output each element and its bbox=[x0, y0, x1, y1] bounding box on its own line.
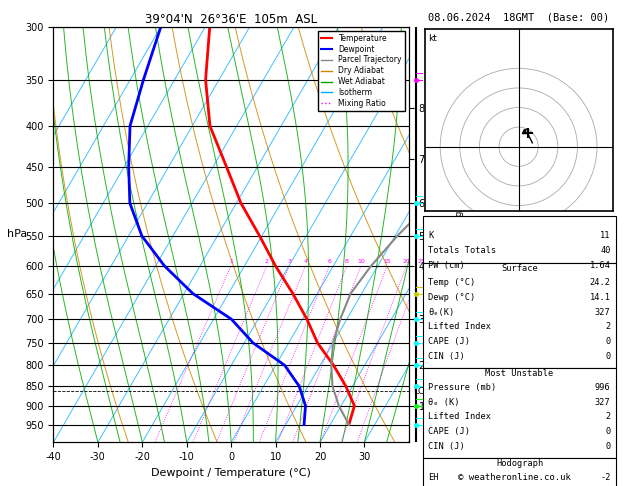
Text: PW (cm): PW (cm) bbox=[428, 260, 465, 270]
Text: 08.06.2024  18GMT  (Base: 00): 08.06.2024 18GMT (Base: 00) bbox=[428, 12, 610, 22]
Text: Totals Totals: Totals Totals bbox=[428, 246, 497, 255]
Text: θₑ(K): θₑ(K) bbox=[428, 308, 455, 316]
Text: K: K bbox=[428, 231, 434, 240]
Text: 24.2: 24.2 bbox=[589, 278, 611, 287]
Text: 10: 10 bbox=[357, 259, 365, 264]
Text: 2: 2 bbox=[265, 259, 269, 264]
Text: 0: 0 bbox=[605, 442, 611, 451]
Text: 0: 0 bbox=[605, 427, 611, 436]
Y-axis label: km
ASL: km ASL bbox=[432, 224, 450, 245]
Text: 0: 0 bbox=[605, 352, 611, 361]
Text: Temp (°C): Temp (°C) bbox=[428, 278, 476, 287]
Text: CIN (J): CIN (J) bbox=[428, 352, 465, 361]
Text: 2: 2 bbox=[605, 413, 611, 421]
Text: 327: 327 bbox=[595, 398, 611, 407]
Text: LCL: LCL bbox=[413, 386, 429, 396]
Text: 4: 4 bbox=[303, 259, 308, 264]
Text: 3: 3 bbox=[287, 259, 291, 264]
X-axis label: Dewpoint / Temperature (°C): Dewpoint / Temperature (°C) bbox=[151, 468, 311, 478]
Text: 40: 40 bbox=[600, 246, 611, 255]
Text: 1.64: 1.64 bbox=[589, 260, 611, 270]
Text: Surface: Surface bbox=[501, 264, 538, 273]
Text: CAPE (J): CAPE (J) bbox=[428, 337, 470, 346]
Text: EH: EH bbox=[428, 473, 439, 482]
Text: Hodograph: Hodograph bbox=[496, 459, 543, 468]
Text: Most Unstable: Most Unstable bbox=[486, 368, 554, 378]
FancyBboxPatch shape bbox=[423, 216, 616, 263]
Text: 1: 1 bbox=[229, 259, 233, 264]
Text: 14.1: 14.1 bbox=[589, 293, 611, 302]
Text: 8: 8 bbox=[345, 259, 349, 264]
Text: -2: -2 bbox=[600, 473, 611, 482]
Text: 327: 327 bbox=[595, 308, 611, 316]
Text: 11: 11 bbox=[600, 231, 611, 240]
Text: 20: 20 bbox=[403, 259, 410, 264]
Text: hPa: hPa bbox=[6, 229, 27, 240]
FancyBboxPatch shape bbox=[423, 458, 616, 486]
Text: 25: 25 bbox=[418, 259, 425, 264]
Text: CAPE (J): CAPE (J) bbox=[428, 427, 470, 436]
FancyBboxPatch shape bbox=[423, 263, 616, 368]
Title: 39°04'N  26°36'E  105m  ASL: 39°04'N 26°36'E 105m ASL bbox=[145, 13, 317, 26]
Legend: Temperature, Dewpoint, Parcel Trajectory, Dry Adiabat, Wet Adiabat, Isotherm, Mi: Temperature, Dewpoint, Parcel Trajectory… bbox=[318, 31, 405, 111]
Text: 15: 15 bbox=[383, 259, 391, 264]
Text: CIN (J): CIN (J) bbox=[428, 442, 465, 451]
Text: 6: 6 bbox=[328, 259, 331, 264]
Text: kt: kt bbox=[428, 34, 437, 43]
Text: θₑ (K): θₑ (K) bbox=[428, 398, 460, 407]
Text: 996: 996 bbox=[595, 383, 611, 392]
Text: 0: 0 bbox=[605, 337, 611, 346]
Text: 2: 2 bbox=[605, 322, 611, 331]
Text: Lifted Index: Lifted Index bbox=[428, 413, 491, 421]
Text: Lifted Index: Lifted Index bbox=[428, 322, 491, 331]
Text: Pressure (mb): Pressure (mb) bbox=[428, 383, 497, 392]
FancyBboxPatch shape bbox=[423, 368, 616, 458]
Text: Dewp (°C): Dewp (°C) bbox=[428, 293, 476, 302]
Text: Mixing Ratio (g/kg): Mixing Ratio (g/kg) bbox=[455, 195, 464, 274]
Text: © weatheronline.co.uk: © weatheronline.co.uk bbox=[458, 473, 571, 482]
